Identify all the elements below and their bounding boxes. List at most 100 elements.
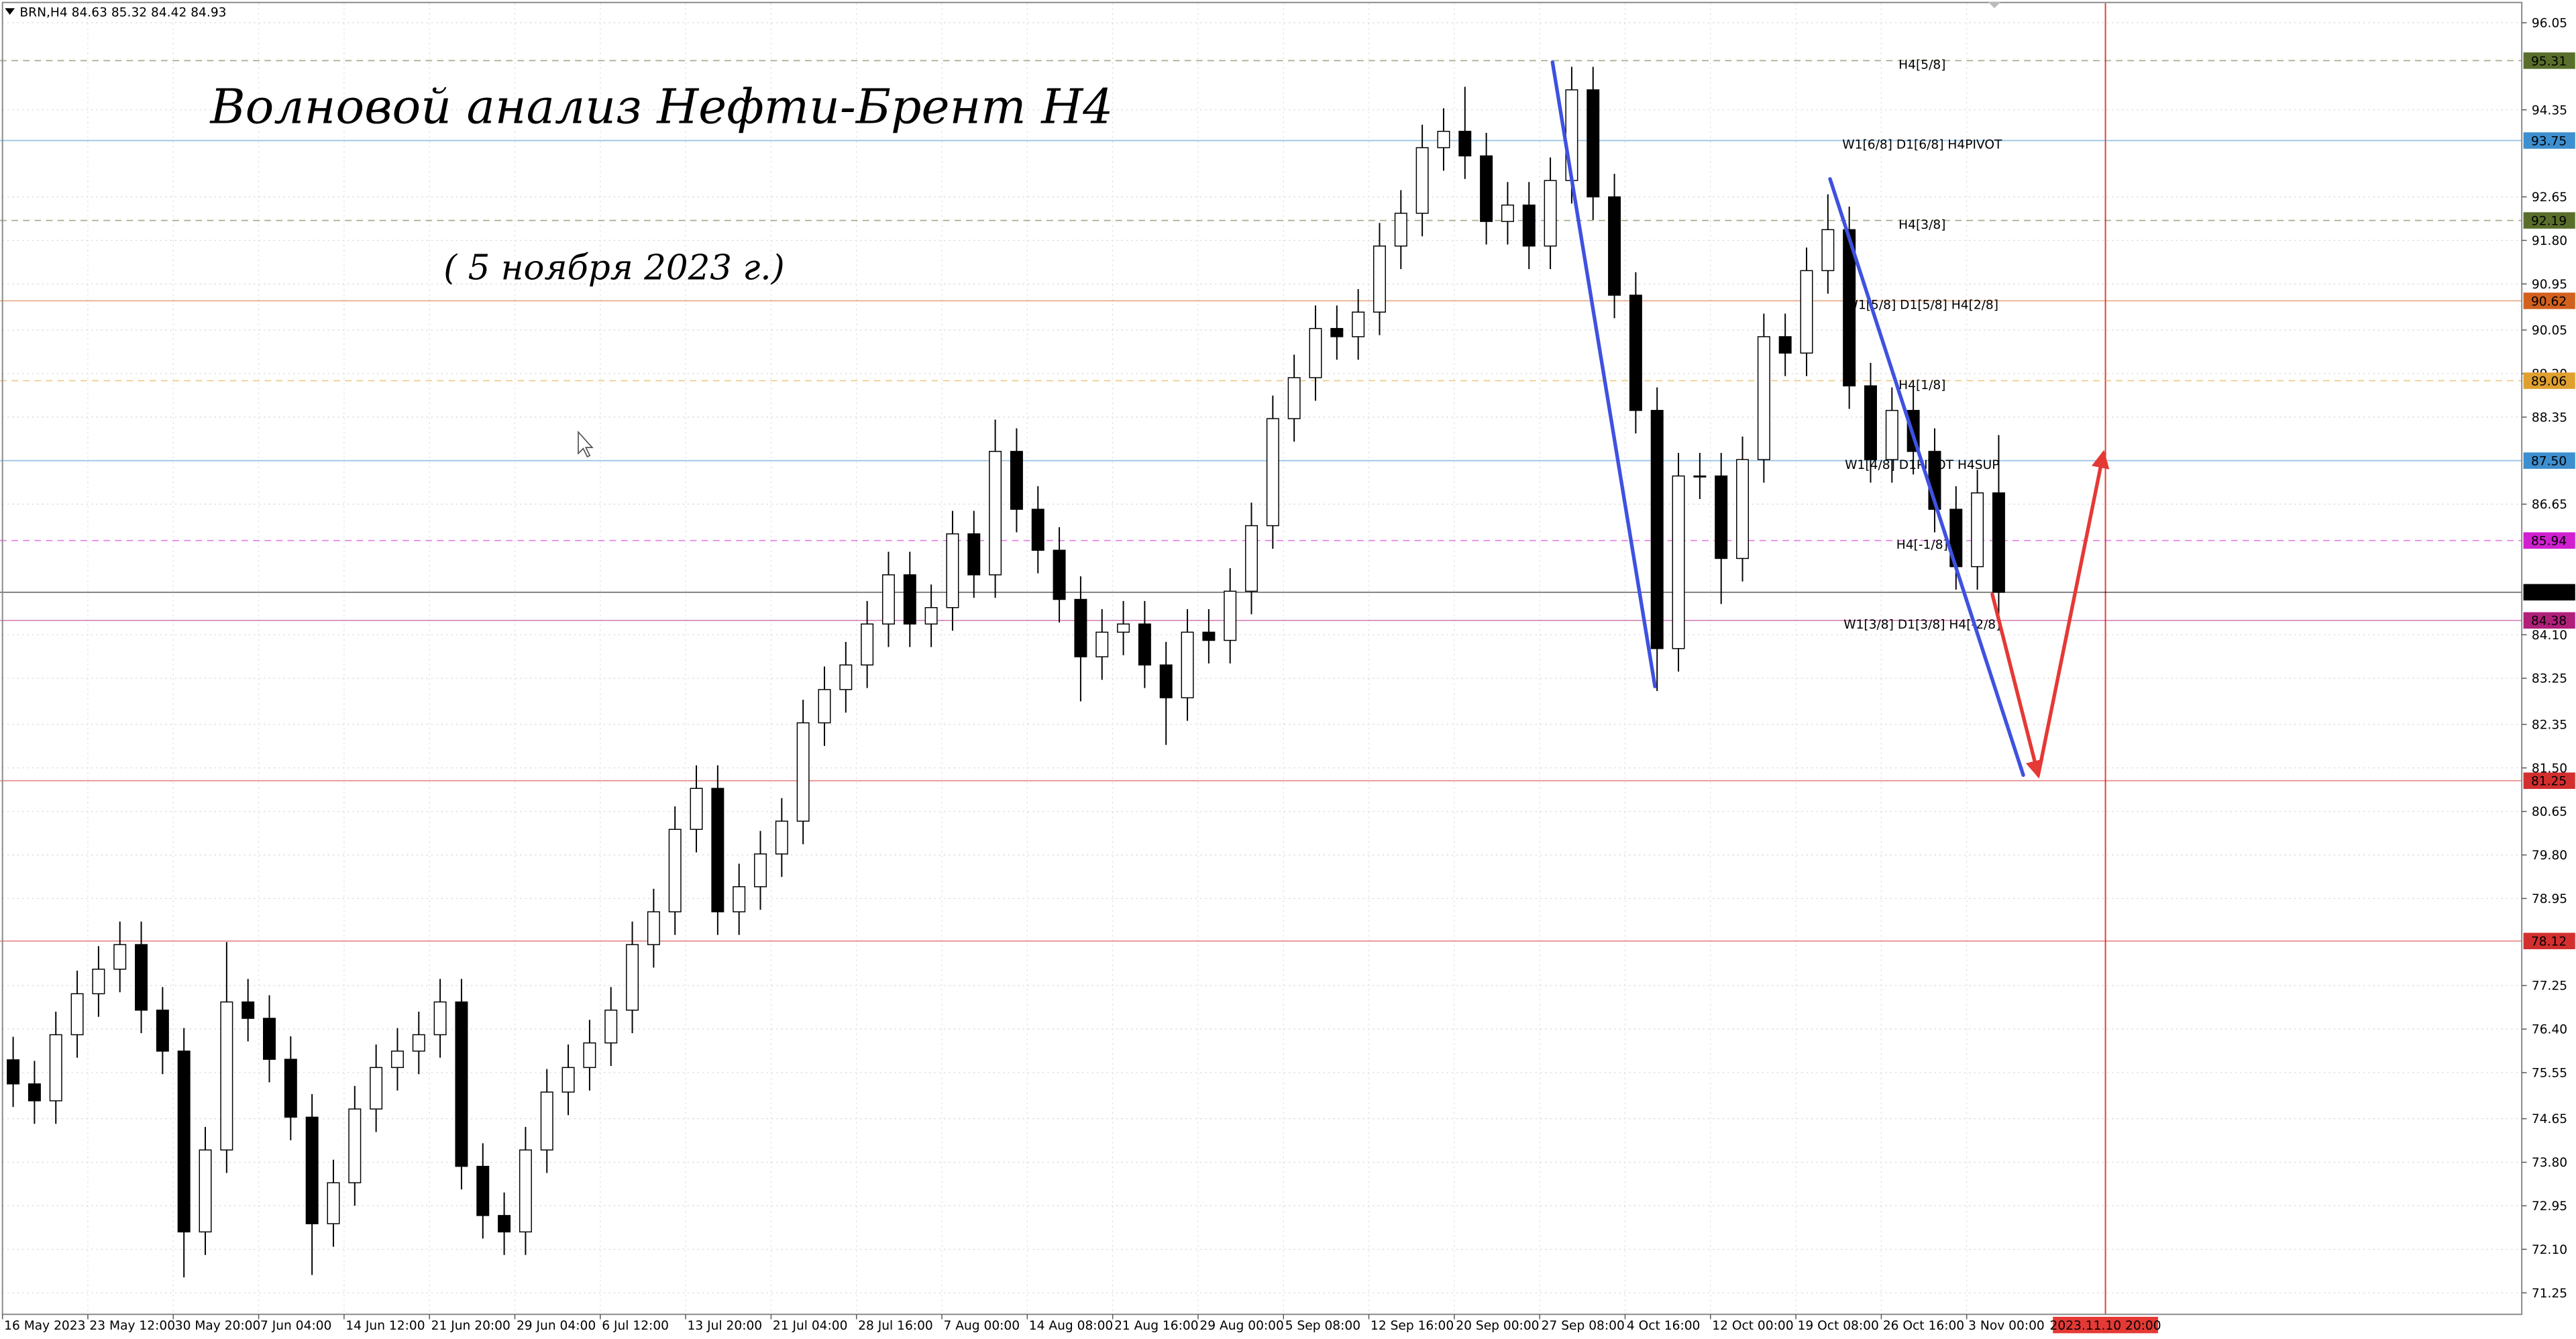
candle-body	[1074, 598, 1087, 657]
mouse-cursor	[578, 430, 594, 458]
levels: H4[5/8] W1[6/8] D1[6/8] H4PIVOT H4[3/8] W1[…	[0, 3, 2522, 1315]
candle-body	[647, 911, 660, 945]
candle-body	[498, 1215, 511, 1233]
x-tick-label: 3 Nov 00:00	[1968, 1319, 2045, 1333]
candle-body	[604, 1010, 618, 1044]
candle-body	[433, 1001, 447, 1036]
plot-frame	[1, 1, 2523, 1316]
trendline	[1990, 592, 2044, 779]
candle-body	[1415, 147, 1429, 214]
candle-body	[1715, 475, 1728, 559]
x-tick-label: 2023.11.10 20:00	[2050, 1319, 2161, 1333]
candle-body	[1544, 180, 1557, 247]
y-tick-label: 81.50	[2532, 761, 2567, 775]
x-tick-label: 21 Jun 20:00	[431, 1319, 511, 1333]
candle-body	[1330, 327, 1344, 337]
candle-body	[1095, 631, 1109, 657]
candle-body	[1266, 418, 1279, 527]
candle-body	[690, 788, 703, 831]
candle-body	[1053, 549, 1066, 600]
y-tick-label: 96.05	[2532, 17, 2567, 31]
candle-body	[1522, 204, 1536, 247]
candle-body	[668, 828, 682, 912]
y-tick-label: 94.35	[2532, 103, 2567, 117]
chart-subtitle: ( 5 ноября 2023 г.)	[443, 248, 784, 288]
price-box	[2523, 584, 2575, 601]
candle-body	[1245, 525, 1258, 592]
y-tick-label: 71.25	[2532, 1287, 2567, 1301]
candle-body	[113, 944, 127, 970]
candle-body	[1650, 410, 1664, 649]
candle-body	[1821, 229, 1835, 272]
price-box-label: 95.31	[2531, 54, 2567, 68]
candle-body	[818, 689, 831, 724]
candle-body	[455, 1001, 468, 1167]
x-tick-label: 27 Sep 08:00	[1542, 1319, 1625, 1333]
y-tick-label: 82.35	[2532, 718, 2567, 732]
y-tick-label: 91.80	[2532, 234, 2567, 248]
y-tick-label: 83.25	[2532, 672, 2567, 686]
price-box	[2523, 772, 2575, 790]
candle-body	[70, 993, 84, 1036]
x-tick-label: 5 Sep 08:00	[1285, 1319, 1360, 1333]
price-box-label: 84.38	[2531, 614, 2567, 629]
price-box	[2523, 532, 2575, 549]
candle-body	[1159, 664, 1173, 698]
candle-body	[1587, 89, 1600, 198]
candle-body	[1010, 451, 1023, 510]
x-tick-label: 28 Jul 16:00	[858, 1319, 933, 1333]
x-tick-label: 13 Jul 20:00	[688, 1319, 763, 1333]
candle-body	[1501, 204, 1514, 222]
price-box-label: 84.93	[2531, 586, 2567, 600]
candle-body	[1287, 377, 1301, 419]
level-label: W1[3/8] D1[3/8] H4[-2/8]	[1843, 618, 2000, 632]
y-tick-label: 74.65	[2532, 1112, 2567, 1126]
candle-body	[1693, 475, 1707, 478]
candle-body	[1437, 131, 1450, 148]
candle-body	[946, 533, 959, 608]
candle-body	[135, 944, 148, 1011]
time-marker-box	[2053, 1316, 2158, 1334]
x-tick-label: 29 Aug 00:00	[1199, 1319, 1283, 1333]
candle-body	[1843, 229, 1856, 386]
candle-body	[626, 944, 639, 1011]
grid	[2, 3, 2522, 1315]
candle-body	[7, 1059, 20, 1085]
candle-body	[1309, 327, 1322, 378]
y-tick-label: 84.10	[2532, 629, 2567, 643]
x-tick-label: 14 Jun 12:00	[345, 1319, 425, 1333]
price-box-label: 90.62	[2531, 294, 2567, 309]
x-tick-label: 21 Aug 16:00	[1114, 1319, 1198, 1333]
level-label: H4[-1/8]	[1896, 538, 1948, 552]
candle-body	[284, 1059, 297, 1118]
candle-body	[1608, 196, 1621, 296]
level-label: H4[5/8]	[1898, 58, 1945, 72]
candle-body	[796, 722, 810, 822]
candle-body	[967, 533, 981, 576]
candle-body	[1480, 155, 1493, 222]
candle-body	[1181, 631, 1194, 698]
x-tick-label: 21 Jul 04:00	[773, 1319, 848, 1333]
x-tick-label: 14 Aug 08:00	[1029, 1319, 1113, 1333]
price-box	[2523, 932, 2575, 949]
candle-body	[519, 1149, 532, 1233]
candle-body	[28, 1083, 41, 1102]
price-box	[2523, 212, 2575, 229]
trendline	[1828, 177, 2025, 778]
candle-body	[1992, 492, 2005, 593]
candle-body	[561, 1067, 575, 1093]
candle-body	[49, 1034, 62, 1102]
y-tick-label: 77.25	[2532, 979, 2567, 994]
y-tick-label: 80.65	[2532, 805, 2567, 819]
candle-body	[881, 574, 895, 625]
candle-body	[903, 574, 916, 625]
x-tick-label: 29 Jun 04:00	[517, 1319, 596, 1333]
candle-body	[540, 1091, 553, 1150]
x-tick-label: 6 Jul 12:00	[602, 1319, 669, 1333]
y-tick-label: 88.35	[2532, 411, 2567, 425]
candle-body	[1629, 294, 1642, 411]
candle-body	[177, 1051, 191, 1233]
